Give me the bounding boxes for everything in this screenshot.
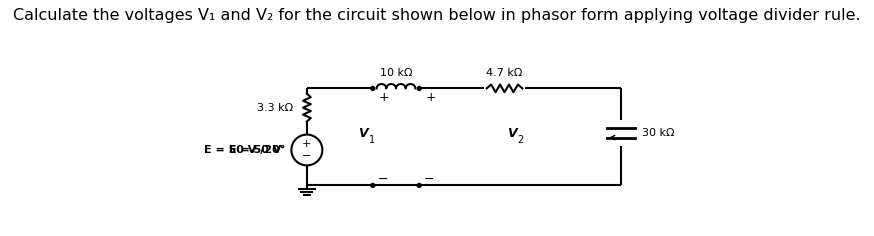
Text: V: V <box>508 126 517 139</box>
Text: 2: 2 <box>517 135 524 145</box>
Text: 30 kΩ: 30 kΩ <box>642 128 675 138</box>
Circle shape <box>371 183 375 187</box>
Text: Calculate the voltages V₁ and V₂ for the circuit shown below in phasor form appl: Calculate the voltages V₁ and V₂ for the… <box>13 8 861 23</box>
Text: E = 50 V /20°: E = 50 V /20° <box>204 145 285 155</box>
Text: −: − <box>378 173 388 186</box>
Text: E = 50 V: E = 50 V <box>229 145 285 155</box>
Circle shape <box>417 86 421 90</box>
Circle shape <box>417 183 421 187</box>
Text: +: + <box>379 91 390 104</box>
Text: 3.3 kΩ: 3.3 kΩ <box>257 103 293 113</box>
Text: −: − <box>302 151 311 161</box>
Text: 1: 1 <box>369 135 375 145</box>
Text: V: V <box>358 126 368 139</box>
Text: 10 kΩ: 10 kΩ <box>379 67 413 78</box>
Text: +: + <box>302 139 311 149</box>
Text: +: + <box>426 91 436 104</box>
Text: −: − <box>424 173 434 186</box>
Text: 4.7 kΩ: 4.7 kΩ <box>486 67 523 78</box>
Circle shape <box>371 86 375 90</box>
